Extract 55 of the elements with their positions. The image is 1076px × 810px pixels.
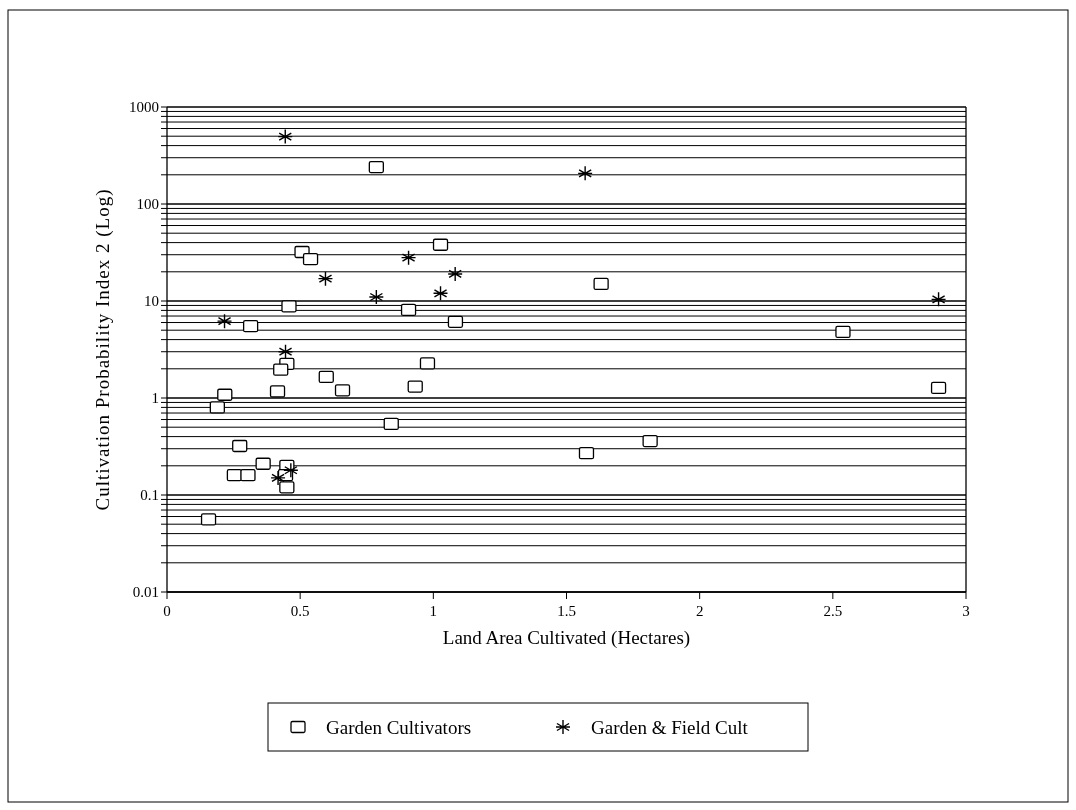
x-tick-label: 0	[163, 603, 171, 619]
point	[368, 289, 385, 305]
point	[279, 481, 295, 494]
point	[270, 470, 286, 486]
point	[273, 363, 289, 376]
text: 0.1	[140, 487, 159, 504]
y-tick-label: 10	[144, 293, 159, 310]
point	[407, 380, 423, 393]
point	[930, 291, 947, 308]
point	[302, 253, 319, 266]
point	[383, 417, 399, 431]
point	[578, 447, 595, 460]
legend-label: Garden Cultivators	[326, 716, 472, 738]
point	[318, 370, 334, 384]
point	[642, 434, 658, 448]
point	[368, 160, 384, 174]
point	[242, 320, 259, 333]
point	[334, 384, 351, 397]
point	[216, 313, 233, 329]
x-tick-label: 2	[695, 603, 704, 619]
point	[432, 285, 449, 302]
x-tick-label: 0.5	[290, 603, 310, 619]
point	[432, 238, 449, 251]
point	[240, 469, 256, 482]
point	[200, 513, 217, 526]
point	[281, 300, 297, 313]
point	[255, 457, 271, 470]
point	[283, 462, 299, 478]
point	[269, 385, 286, 398]
point	[835, 325, 851, 339]
point	[317, 270, 334, 287]
x-tick-label: 1	[429, 603, 438, 619]
point	[419, 357, 436, 370]
point	[577, 165, 593, 182]
point	[217, 388, 233, 401]
point	[232, 439, 248, 453]
legend-label: Garden & Field Cult	[591, 716, 749, 738]
x-axis-title: Land Area Cultivated (Hectares)	[442, 627, 691, 649]
y-axis-title: Cultivation Probability Index 2 (Log)	[92, 188, 114, 511]
y-tick-label: 1	[151, 390, 159, 407]
y-tick-label: 100	[136, 196, 159, 213]
y-tick-label: 1000	[129, 99, 159, 116]
point	[400, 249, 417, 266]
point	[277, 128, 293, 145]
x-tick-label: 2.5	[823, 603, 843, 619]
point	[447, 266, 463, 282]
text: 0.01	[132, 584, 159, 601]
point	[277, 344, 294, 360]
point	[447, 315, 464, 328]
point	[400, 303, 417, 317]
x-tick-label: 3	[962, 603, 970, 619]
point	[930, 381, 947, 395]
x-tick-label: 1.5	[557, 603, 576, 619]
point	[209, 401, 225, 414]
point	[593, 277, 609, 291]
